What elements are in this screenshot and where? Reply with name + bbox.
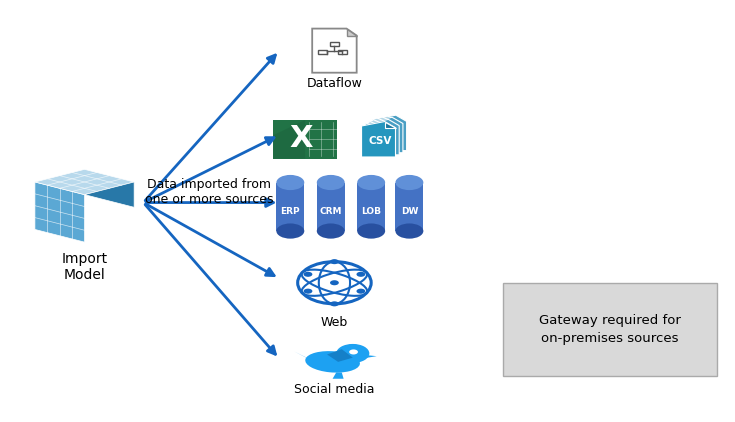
Ellipse shape [276,175,304,190]
Text: LOB: LOB [361,207,381,216]
Polygon shape [85,182,134,207]
Polygon shape [384,122,395,128]
FancyBboxPatch shape [276,182,304,231]
FancyBboxPatch shape [330,42,339,46]
Polygon shape [273,120,305,159]
FancyBboxPatch shape [318,50,327,54]
Polygon shape [364,355,376,358]
FancyBboxPatch shape [503,283,717,376]
Circle shape [349,349,358,354]
Circle shape [304,272,312,277]
Polygon shape [362,122,395,157]
Text: CSV: CSV [368,136,392,146]
Circle shape [330,301,339,306]
FancyBboxPatch shape [273,120,337,159]
Text: ERP: ERP [281,207,300,216]
Ellipse shape [317,223,345,238]
Polygon shape [347,29,356,35]
Ellipse shape [395,175,423,190]
Circle shape [330,280,339,285]
FancyBboxPatch shape [395,182,423,231]
Polygon shape [373,115,406,151]
Polygon shape [312,29,356,73]
FancyBboxPatch shape [317,182,345,231]
Ellipse shape [357,223,385,238]
Circle shape [304,289,312,294]
Circle shape [356,272,365,277]
Ellipse shape [357,175,385,190]
Text: CRM: CRM [320,207,342,216]
Polygon shape [365,119,399,155]
Polygon shape [35,169,134,195]
Text: Import
Model: Import Model [62,252,107,282]
Text: Web: Web [320,316,348,329]
Ellipse shape [276,223,304,238]
Ellipse shape [317,175,345,190]
Text: X: X [290,124,313,153]
Polygon shape [294,351,314,362]
Circle shape [298,262,371,304]
Text: DW: DW [401,207,418,216]
Circle shape [336,344,370,363]
Circle shape [330,259,339,264]
Polygon shape [327,349,353,362]
FancyBboxPatch shape [337,50,347,54]
Text: Gateway required for
on-premises sources: Gateway required for on-premises sources [539,314,681,345]
Circle shape [356,289,365,294]
Text: Social media: Social media [294,383,375,396]
Text: Data imported from
one or more sources: Data imported from one or more sources [146,178,273,206]
Ellipse shape [395,223,423,238]
FancyBboxPatch shape [357,182,385,231]
Text: Dataflow: Dataflow [306,77,362,90]
Ellipse shape [305,351,360,373]
Polygon shape [369,117,403,153]
Polygon shape [35,182,85,242]
Polygon shape [332,372,343,379]
